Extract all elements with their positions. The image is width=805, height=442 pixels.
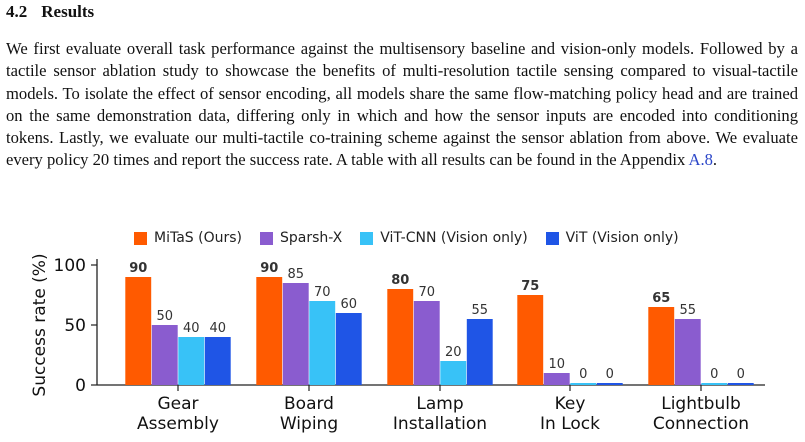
bar-3-0 [204,337,231,385]
paragraph-text: We first evaluate overall task performan… [6,39,798,170]
x-tick-label: Gear Assembly [137,394,219,434]
bar-0-3 [517,295,544,385]
bar-3-2 [466,319,493,385]
bar-value-label: 20 [445,345,462,360]
section-heading: 4.2 Results [6,2,94,22]
y-tick-label: 0 [75,376,86,396]
bar-value-label: 0 [710,367,718,382]
bar-value-label: 0 [606,367,614,382]
bar-2-0 [178,337,205,385]
x-tick-label: Board Wiping [280,394,338,434]
x-tick-label: Lightbulb Connection [653,394,749,434]
y-tick-label: 50 [64,316,86,336]
bar-3-3 [596,383,623,385]
bar-value-label: 65 [652,291,670,306]
bar-3-1 [335,313,362,385]
bar-2-4 [701,383,728,385]
bar-1-4 [674,319,701,385]
legend-label: ViT-CNN (Vision only) [380,230,528,246]
bar-value-label: 55 [471,303,488,318]
legend-item-3: ViT (Vision only) [545,230,679,246]
bar-3-4 [727,383,754,385]
legend-label: MiTaS (Ours) [154,230,242,246]
bar-2-3 [570,383,597,385]
bar-value-label: 50 [156,309,173,324]
bar-value-label: 40 [183,321,200,336]
section-number: 4.2 [6,2,28,21]
bar-0-2 [387,289,414,385]
bar-value-label: 90 [260,261,278,276]
legend-swatch [134,231,147,245]
bar-0-0 [125,277,152,385]
legend-swatch [260,231,273,245]
bar-value-label: 75 [521,279,539,294]
bar-1-1 [282,283,309,385]
paragraph-end: . [712,150,718,170]
appendix-link[interactable]: A.8 [688,150,713,170]
y-axis-label: Success rate (%) [30,253,50,396]
x-tick-label: Key In Lock [540,394,600,434]
bar-value-label: 55 [679,303,696,318]
bar-0-1 [256,277,283,385]
bar-0-4 [648,307,675,385]
bar-1-2 [413,301,440,385]
x-tick-label: Lamp Installation [393,394,487,434]
legend-label: Sparsh-X [280,230,343,246]
chart-legend: MiTaS (Ours) Sparsh-X ViT-CNN (Vision only… [134,228,679,248]
bar-value-label: 80 [391,273,409,288]
bar-value-label: 0 [579,367,587,382]
legend-item-1: Sparsh-X [260,230,342,246]
legend-swatch [360,231,374,245]
bar-value-label: 40 [209,321,226,336]
legend-item-2: ViT-CNN (Vision only) [360,230,528,246]
bar-value-label: 85 [287,267,304,282]
legend-label: ViT (Vision only) [565,230,679,246]
bar-1-3 [543,373,570,385]
bar-value-label: 60 [340,297,357,312]
bar-value-label: 70 [418,285,435,300]
bar-1-0 [151,325,178,385]
section-title: Results [41,2,95,21]
bar-value-label: 10 [548,357,565,372]
legend-swatch [545,231,559,245]
y-tick-label: 100 [54,256,86,276]
bar-value-label: 90 [129,261,147,276]
bar-value-label: 0 [737,367,745,382]
legend-item-0: MiTaS (Ours) [134,230,242,246]
bar-2-1 [309,301,336,385]
bar-2-2 [440,361,467,385]
bar-value-label: 70 [314,285,331,300]
results-paragraph: We first evaluate overall task performan… [6,38,798,172]
